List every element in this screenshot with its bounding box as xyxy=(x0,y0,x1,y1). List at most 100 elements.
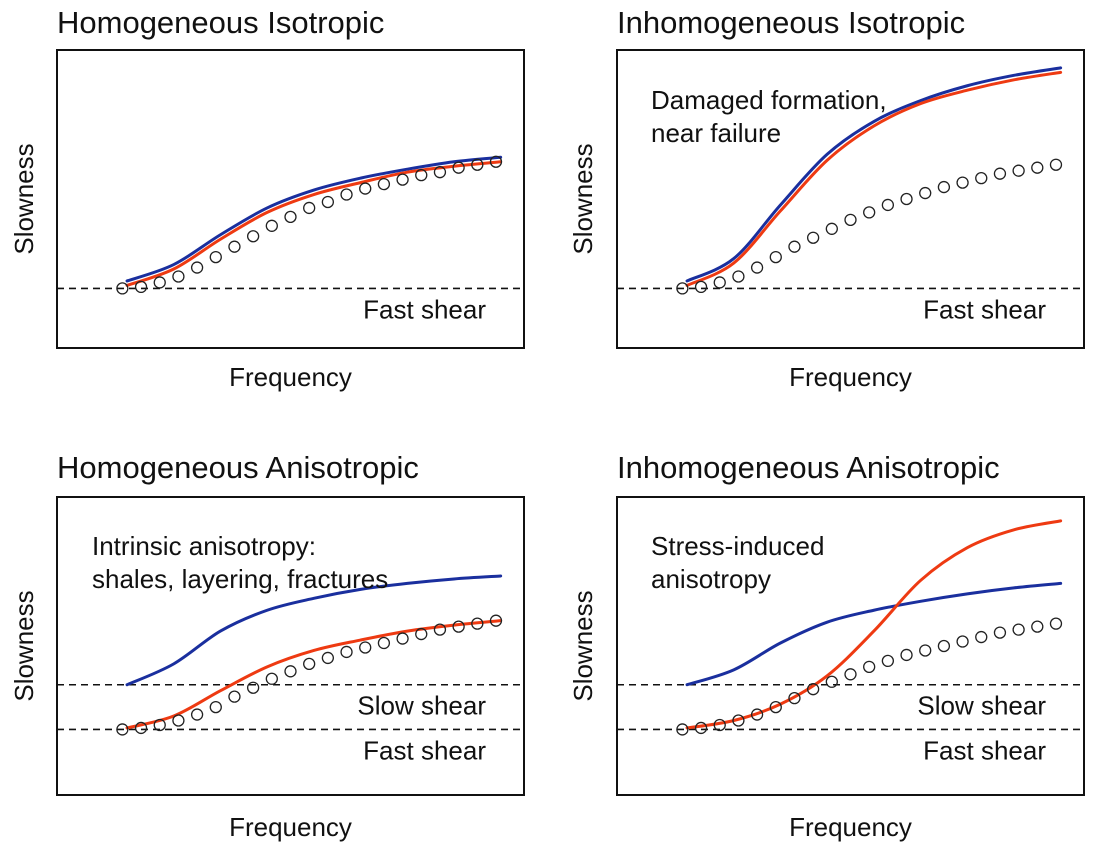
panel-title: Inhomogeneous Anisotropic xyxy=(617,450,1000,485)
data-point-marker xyxy=(1049,617,1063,630)
reference-line-label: Fast shear xyxy=(923,735,1046,765)
panel-4: Inhomogeneous Anisotropic Slowness Frequen… xyxy=(568,450,1085,842)
data-point-marker xyxy=(452,620,465,633)
data-point-marker xyxy=(116,723,129,736)
plot-frame xyxy=(56,496,525,796)
data-point-marker xyxy=(713,276,726,289)
data-point-marker xyxy=(993,626,1007,639)
data-point-marker xyxy=(433,166,447,179)
annotation-text: near failure xyxy=(651,118,781,148)
panel-1: Homogeneous Isotropic Slowness Frequency Fa… xyxy=(9,5,525,392)
data-point-marker xyxy=(956,635,969,648)
data-point-marker xyxy=(806,683,820,696)
blue-curve-line xyxy=(685,66,1063,283)
data-point-marker xyxy=(975,630,988,644)
data-point-marker xyxy=(321,195,335,209)
reference-line-label: Slow shear xyxy=(917,691,1046,721)
red-curve-line xyxy=(685,70,1063,287)
data-point-marker xyxy=(900,648,913,662)
x-axis-label: Frequency xyxy=(229,362,352,392)
data-point-marker xyxy=(919,186,932,200)
data-point-marker xyxy=(284,210,297,224)
data-point-marker xyxy=(303,201,316,215)
data-point-marker xyxy=(1012,164,1025,177)
data-point-marker xyxy=(825,222,838,235)
data-point-marker xyxy=(246,230,260,243)
data-point-marker xyxy=(881,654,895,668)
plot-frame xyxy=(56,49,525,349)
circle-markers xyxy=(676,158,1063,295)
data-point-marker xyxy=(676,723,689,736)
circle-markers xyxy=(116,155,503,295)
data-point-marker xyxy=(209,250,222,264)
data-point-marker xyxy=(265,672,278,685)
blue-curve-line xyxy=(685,581,1063,687)
data-point-marker xyxy=(471,617,484,630)
data-point-marker xyxy=(153,718,166,732)
data-point-marker xyxy=(396,173,409,186)
data-point-marker xyxy=(359,182,372,195)
data-point-marker xyxy=(433,623,447,636)
data-point-marker xyxy=(377,636,391,650)
data-point-marker xyxy=(489,614,503,627)
annotation-text: Damaged formation, xyxy=(651,85,887,115)
data-point-marker xyxy=(732,714,745,727)
blue-curve-line xyxy=(125,574,503,687)
panel-title: Homogeneous Anisotropic xyxy=(57,450,419,485)
plot-frame xyxy=(616,49,1085,349)
data-point-marker xyxy=(134,721,148,735)
y-axis-label: Slowness xyxy=(9,143,39,254)
data-point-marker xyxy=(452,161,465,174)
data-point-marker xyxy=(153,276,166,289)
x-axis-label: Frequency xyxy=(229,812,352,842)
data-point-marker xyxy=(303,657,316,671)
data-point-marker xyxy=(713,718,726,732)
panel-3: Homogeneous Anisotropic Slowness Frequency… xyxy=(9,450,525,842)
data-point-marker xyxy=(1012,623,1025,636)
data-point-marker xyxy=(694,721,708,735)
data-point-marker xyxy=(750,261,764,274)
data-point-marker xyxy=(172,270,185,283)
red-curve-line xyxy=(685,519,1063,730)
data-point-marker xyxy=(1049,158,1063,171)
panel-title: Inhomogeneous Isotropic xyxy=(617,5,965,40)
data-point-marker xyxy=(676,282,689,295)
data-point-marker xyxy=(900,192,913,206)
data-point-marker xyxy=(340,645,353,659)
data-point-marker xyxy=(321,651,335,665)
blue-curve-line xyxy=(125,155,503,283)
data-point-marker xyxy=(788,692,801,705)
data-point-marker xyxy=(975,171,988,185)
data-point-marker xyxy=(1031,161,1044,174)
data-point-marker xyxy=(956,176,969,189)
reference-line-label: Fast shear xyxy=(363,294,486,324)
data-point-marker xyxy=(246,681,260,694)
annotation-text: Intrinsic anisotropy: xyxy=(92,531,316,561)
data-point-marker xyxy=(340,188,353,201)
data-point-marker xyxy=(396,632,409,645)
reference-line-label: Slow shear xyxy=(357,691,486,721)
data-point-marker xyxy=(863,206,876,219)
data-point-marker xyxy=(788,240,801,253)
y-axis-label: Slowness xyxy=(568,590,598,701)
data-point-marker xyxy=(415,169,428,182)
y-axis-label: Slowness xyxy=(9,590,39,701)
data-point-marker xyxy=(863,660,876,674)
circle-markers xyxy=(676,617,1063,736)
data-point-marker xyxy=(489,155,503,168)
data-point-marker xyxy=(732,270,745,283)
data-point-marker xyxy=(769,250,782,264)
data-point-marker xyxy=(415,627,428,641)
red-curve-line xyxy=(125,160,503,287)
data-point-marker xyxy=(750,708,764,721)
panel-title: Homogeneous Isotropic xyxy=(57,5,384,40)
data-point-marker xyxy=(844,213,857,227)
data-point-marker xyxy=(825,675,838,688)
data-point-marker xyxy=(881,198,895,212)
data-point-marker xyxy=(359,641,372,654)
reference-line-label: Fast shear xyxy=(363,735,486,765)
annotation-text: anisotropy xyxy=(651,564,771,594)
plot-frame xyxy=(616,496,1085,796)
x-axis-label: Frequency xyxy=(789,362,912,392)
